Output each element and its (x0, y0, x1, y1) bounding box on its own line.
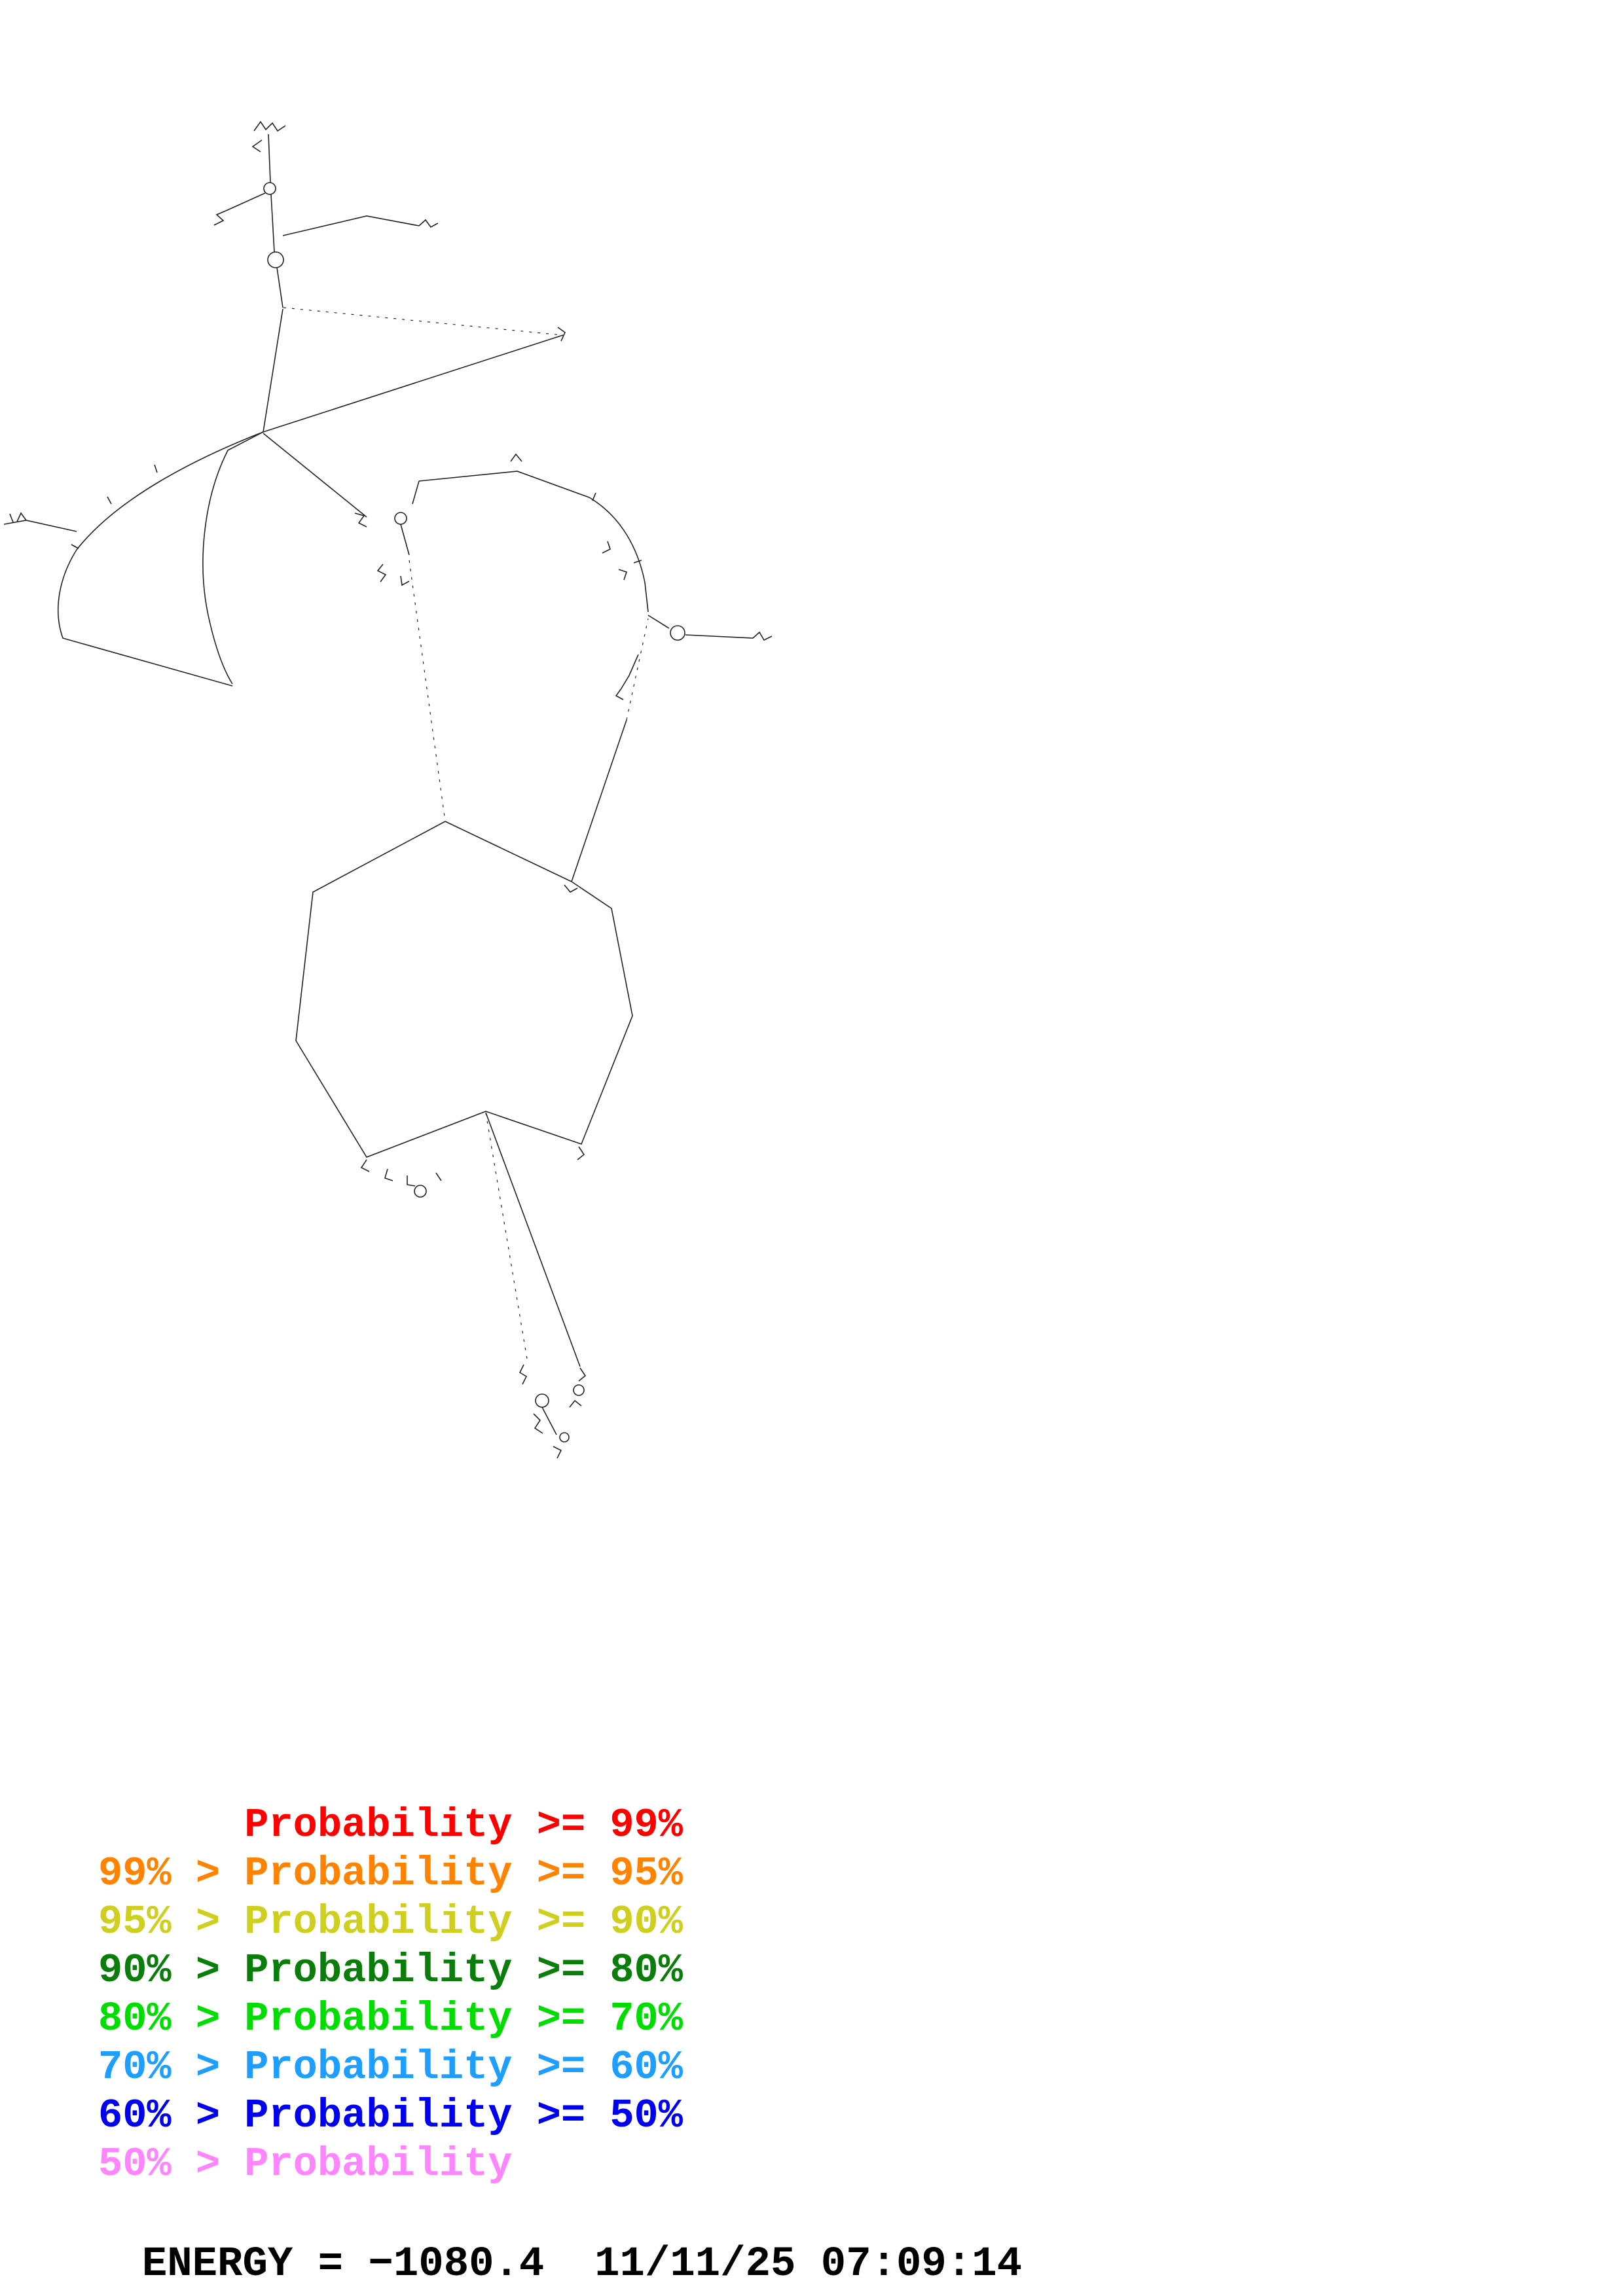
tick (71, 544, 79, 549)
legend-item: 90% > Probability >= 80% (98, 1947, 683, 1994)
energy-value: ENERGY = −1080.4 (141, 2241, 545, 2288)
tick (154, 464, 158, 473)
hairpin-squiggle (578, 1367, 587, 1382)
tick (435, 1172, 442, 1181)
hairpin-squiggle (519, 1364, 528, 1385)
hairpin-squiggle (577, 1146, 585, 1160)
hairpin-squiggle (615, 688, 624, 700)
hairpin-squiggle (384, 1168, 393, 1181)
legend-item: 70% > Probability >= 60% (98, 2044, 683, 2090)
tick (592, 492, 596, 501)
timestamp: 11/11/25 07:09:14 (594, 2241, 1023, 2288)
hairpin-squiggle (407, 1175, 416, 1187)
energy-readout: ENERGY = −1080.4 11/11/25 07:09:14 (92, 2194, 1022, 2288)
hairpin-squiggle (557, 327, 566, 342)
legend-item: 95% > Probability >= 90% (98, 1899, 683, 1945)
hairpin-squiggle (569, 1399, 582, 1408)
hairpin-squiggle (354, 512, 367, 528)
hairpin-squiggle (510, 453, 522, 462)
legend-item: 99% > Probability >= 95% (98, 1850, 683, 1897)
hairpin-squiggle (553, 1446, 562, 1459)
legend-item: 50% > Probability (98, 2141, 513, 2187)
hairpin-squiggle (752, 631, 773, 641)
hairpin-squiggle (253, 120, 286, 132)
legend-item: 80% > Probability >= 70% (98, 1996, 683, 2042)
hairpin-squiggle (418, 219, 439, 228)
hairpin-squiggle (16, 512, 27, 522)
tick (633, 560, 642, 564)
hairpin-squiggle (251, 139, 263, 152)
legend-item: 60% > Probability >= 50% (98, 2092, 683, 2139)
tick (9, 513, 14, 523)
legend-item: Probability >= 99% (98, 1802, 683, 1848)
probability-legend: Probability >= 99% 99% > Probability >= … (98, 1801, 683, 2189)
tick (107, 496, 112, 505)
hairpin-squiggle (400, 575, 410, 586)
hairpin-squiggle (376, 564, 387, 583)
hairpin-squiggle (360, 1159, 370, 1172)
hairpin-squiggle (602, 541, 611, 554)
hairpin-squiggle (213, 210, 227, 226)
hairpin-squiggle (564, 884, 578, 893)
hairpin-squiggle (533, 1413, 543, 1434)
hairpin-squiggle (618, 569, 628, 581)
